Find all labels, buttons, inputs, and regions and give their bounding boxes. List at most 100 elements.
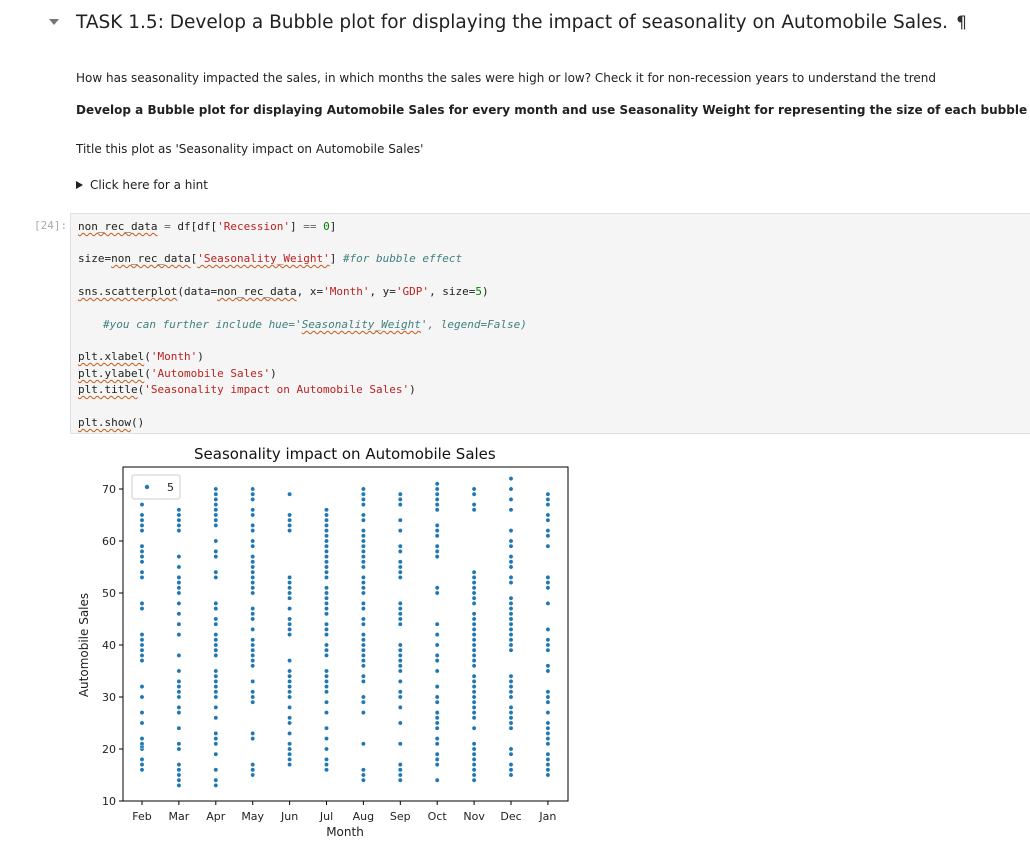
legend-marker bbox=[144, 484, 150, 490]
data-point bbox=[139, 756, 145, 762]
data-point bbox=[287, 746, 293, 752]
data-point bbox=[397, 611, 403, 617]
data-point bbox=[176, 694, 182, 700]
collapse-heading-chevron-icon[interactable] bbox=[49, 19, 59, 25]
chart-title: Seasonality impact on Automobile Sales bbox=[194, 445, 496, 463]
data-point bbox=[324, 590, 329, 596]
data-point bbox=[471, 637, 477, 643]
data-point bbox=[139, 762, 145, 768]
data-point bbox=[324, 533, 329, 539]
data-point bbox=[545, 668, 551, 674]
data-point bbox=[250, 772, 256, 778]
code-cell-editor[interactable] bbox=[70, 213, 1030, 434]
data-point bbox=[397, 491, 403, 497]
data-point bbox=[139, 720, 145, 726]
data-point bbox=[250, 616, 256, 622]
data-point bbox=[250, 652, 256, 658]
data-point bbox=[139, 548, 145, 554]
data-point bbox=[250, 689, 256, 695]
data-point bbox=[471, 574, 477, 580]
data-point bbox=[360, 517, 366, 523]
data-point bbox=[508, 595, 514, 601]
data-point bbox=[360, 673, 366, 679]
data-point bbox=[545, 663, 551, 669]
data-point bbox=[397, 564, 403, 570]
data-point bbox=[434, 642, 440, 648]
data-point bbox=[471, 772, 477, 778]
data-point bbox=[508, 621, 514, 627]
data-point bbox=[545, 725, 551, 731]
x-tick-label: Dec bbox=[500, 810, 521, 823]
data-point bbox=[176, 585, 182, 591]
data-point bbox=[287, 704, 293, 710]
data-point bbox=[545, 600, 551, 606]
data-point bbox=[287, 626, 293, 632]
data-point bbox=[213, 715, 219, 721]
code-line-6: plt.ylabel('Automobile Sales') bbox=[78, 367, 277, 380]
data-point bbox=[213, 751, 219, 757]
data-point bbox=[324, 668, 329, 674]
data-point bbox=[324, 595, 329, 601]
data-point bbox=[545, 751, 551, 757]
data-point bbox=[397, 663, 403, 669]
data-point bbox=[213, 517, 219, 523]
data-point bbox=[176, 782, 182, 788]
data-point bbox=[176, 710, 182, 716]
data-point bbox=[287, 720, 293, 726]
data-point bbox=[545, 720, 551, 726]
data-point bbox=[545, 496, 551, 502]
data-point bbox=[397, 689, 403, 695]
heading-anchor-link[interactable]: ¶ bbox=[956, 13, 967, 33]
data-point bbox=[324, 600, 329, 606]
data-point bbox=[508, 554, 514, 560]
data-point bbox=[471, 741, 477, 747]
data-point bbox=[434, 481, 440, 487]
data-point bbox=[397, 528, 403, 534]
data-point bbox=[508, 632, 514, 638]
data-point bbox=[176, 777, 182, 783]
data-point bbox=[176, 590, 182, 596]
data-point bbox=[545, 741, 551, 747]
data-point bbox=[508, 689, 514, 695]
data-point bbox=[324, 528, 329, 534]
data-point bbox=[434, 684, 440, 690]
data-point bbox=[324, 517, 329, 523]
x-axis-label: Month bbox=[326, 825, 364, 839]
data-point bbox=[508, 611, 514, 617]
data-point bbox=[176, 580, 182, 586]
data-point bbox=[360, 538, 366, 544]
data-point bbox=[176, 632, 182, 638]
data-point bbox=[434, 543, 440, 549]
data-point bbox=[471, 502, 477, 508]
data-point bbox=[397, 496, 403, 502]
data-point bbox=[434, 741, 440, 747]
x-tick-label: Jul bbox=[319, 810, 333, 823]
data-point bbox=[213, 673, 219, 679]
data-point bbox=[434, 502, 440, 508]
x-tick-label: Jun bbox=[280, 810, 298, 823]
data-point bbox=[508, 772, 514, 778]
data-point bbox=[508, 715, 514, 721]
data-point bbox=[324, 673, 329, 679]
data-point bbox=[434, 725, 440, 731]
data-point bbox=[139, 554, 145, 560]
code-line-4: #you can further include hue='Seasonalit… bbox=[103, 318, 527, 331]
data-point bbox=[250, 574, 256, 580]
data-point bbox=[139, 517, 145, 523]
data-point bbox=[434, 699, 440, 705]
data-point bbox=[397, 621, 403, 627]
data-point bbox=[471, 569, 477, 575]
data-point bbox=[360, 694, 366, 700]
data-point bbox=[139, 710, 145, 716]
data-point bbox=[545, 512, 551, 518]
data-point bbox=[471, 491, 477, 497]
data-point bbox=[324, 543, 329, 549]
data-point bbox=[139, 632, 145, 638]
data-point bbox=[434, 590, 440, 596]
data-point bbox=[176, 772, 182, 778]
data-point bbox=[250, 522, 256, 528]
data-point bbox=[250, 580, 256, 586]
code-line-7: plt.title('Seasonality impact on Automob… bbox=[78, 383, 416, 396]
hint-disclosure[interactable]: Click here for a hint bbox=[76, 178, 208, 192]
data-point bbox=[545, 762, 551, 768]
